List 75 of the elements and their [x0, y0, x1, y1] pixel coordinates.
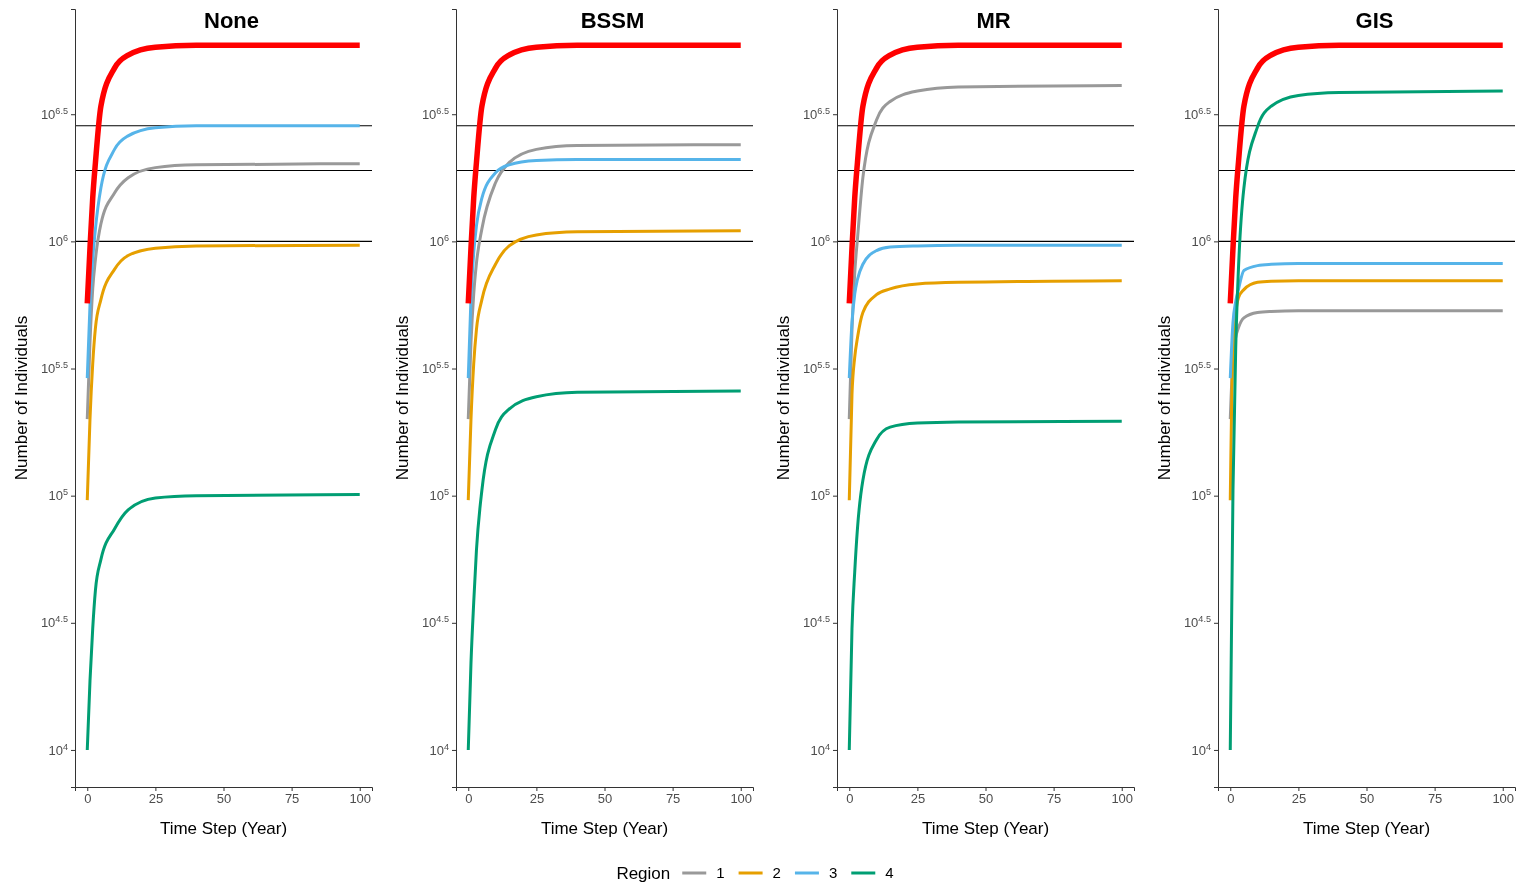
line-series [847, 419, 1124, 752]
x-tick-label: 0 [465, 791, 473, 807]
y-axis-title: Number of Individuals [1155, 315, 1174, 481]
x-tick-label: 0 [846, 791, 854, 807]
line-series [1228, 279, 1505, 502]
x-tick-label: 75 [284, 791, 300, 807]
line-series [85, 162, 362, 421]
line-series [466, 157, 743, 380]
x-axis-title: Time Step (Year) [921, 819, 1050, 838]
y-tick-label: 10$^{4}$ [48, 741, 68, 758]
legend-title: Region [616, 863, 671, 883]
line-series [1228, 262, 1505, 380]
x-tick-label: 75 [1046, 791, 1062, 807]
y-tick-label: 10$^{5}$ [1191, 487, 1211, 504]
y-tick-label: 10$^{4}$ [429, 741, 449, 758]
chart-title: BSSM [580, 8, 645, 33]
y-tick-label: 10$^{5}$ [429, 487, 449, 504]
y-tick-label: 10$^{6}$ [429, 233, 449, 250]
y-tick-label: 10$^{5.5}$ [421, 360, 449, 377]
y-tick-label: 10$^{5}$ [48, 487, 68, 504]
line-series [466, 143, 743, 421]
x-tick-label: 75 [665, 791, 681, 807]
x-tick-label: 50 [597, 791, 613, 807]
x-axis-title: Time Step (Year) [1302, 819, 1431, 838]
y-axis-title: Number of Individuals [12, 315, 31, 481]
line-series [466, 389, 743, 752]
line-series [85, 124, 362, 380]
line-series [847, 243, 1124, 380]
y-axis-title: Number of Individuals [774, 315, 793, 481]
x-tick-label: 0 [84, 791, 92, 807]
legend-label: 2 [772, 864, 781, 882]
legend-label: 4 [885, 864, 894, 882]
y-tick-label: 10$^{6}$ [1191, 233, 1211, 250]
y-axis-title: Number of Individuals [393, 315, 412, 481]
legend-label: 3 [828, 864, 838, 882]
chart-title: MR [976, 8, 1011, 33]
x-tick-label: 50 [216, 791, 232, 807]
y-tick-label: 10$^{6}$ [810, 233, 830, 250]
chart-title: None [204, 8, 259, 33]
x-tick-label: 25 [529, 791, 545, 807]
x-tick-label: 0 [1227, 791, 1235, 807]
x-axis-title: Time Step (Year) [159, 819, 288, 838]
line-series [1228, 89, 1505, 752]
y-tick-label: 10$^{4.5}$ [421, 614, 449, 631]
x-axis-title: Time Step (Year) [540, 819, 669, 838]
x-tick-label: 25 [148, 791, 164, 807]
y-tick-label: 10$^{5.5}$ [40, 360, 68, 377]
x-tick-label: 100 [1492, 791, 1515, 807]
y-tick-label: 10$^{6.5}$ [1183, 105, 1211, 122]
y-tick-label: 10$^{5.5}$ [802, 360, 830, 377]
y-tick-label: 10$^{6.5}$ [802, 105, 830, 122]
x-tick-label: 25 [1291, 791, 1307, 807]
y-tick-label: 10$^{4.5}$ [40, 614, 68, 631]
x-tick-label: 50 [978, 791, 994, 807]
line-series [85, 243, 362, 502]
y-tick-label: 10$^{5}$ [810, 487, 830, 504]
y-tick-label: 10$^{6.5}$ [421, 105, 449, 122]
y-tick-label: 10$^{6}$ [48, 233, 68, 250]
y-tick-label: 10$^{4.5}$ [802, 614, 830, 631]
y-tick-label: 10$^{6.5}$ [40, 105, 68, 122]
line-series [847, 279, 1124, 502]
x-tick-label: 100 [730, 791, 753, 807]
x-tick-label: 100 [1111, 791, 1134, 807]
x-tick-label: 75 [1427, 791, 1443, 807]
chart-title: GIS [1355, 8, 1394, 33]
y-tick-label: 10$^{5.5}$ [1183, 360, 1211, 377]
x-tick-label: 50 [1359, 791, 1375, 807]
y-tick-label: 10$^{4.5}$ [1183, 614, 1211, 631]
y-tick-label: 10$^{4}$ [810, 741, 830, 758]
x-tick-label: 100 [349, 791, 372, 807]
line-series [85, 493, 362, 752]
y-tick-label: 10$^{4}$ [1191, 741, 1211, 758]
line-series [466, 229, 743, 502]
x-tick-label: 25 [910, 791, 926, 807]
legend-label: 1 [716, 864, 725, 882]
